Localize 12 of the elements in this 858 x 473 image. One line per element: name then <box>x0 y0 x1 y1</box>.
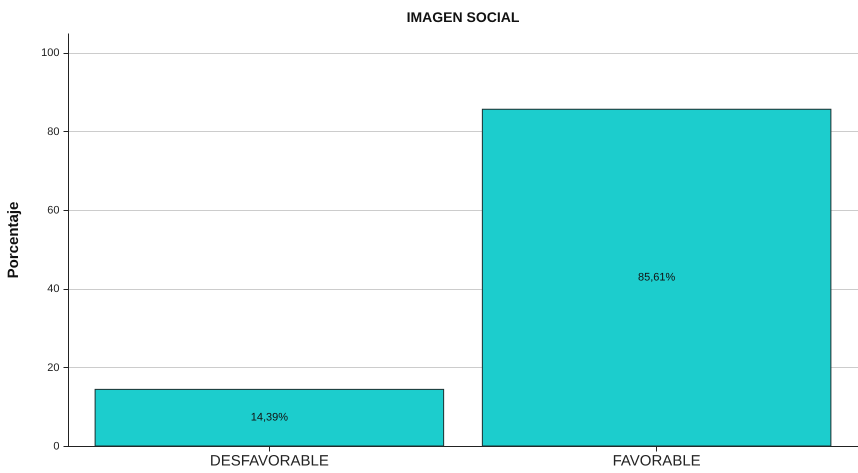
data-label: 14,39% <box>250 412 288 424</box>
y-tick-label: 60 <box>47 204 60 216</box>
y-tick-label: 40 <box>47 283 60 296</box>
y-tick-label: 20 <box>47 362 60 374</box>
data-label: 85,61% <box>638 272 676 284</box>
chart-title: IMAGEN SOCIAL <box>406 9 520 25</box>
y-tick-label: 100 <box>41 47 60 60</box>
x-tick-label: DESFAVORABLE <box>210 452 329 470</box>
x-tick-label: FAVORABLE <box>612 452 701 470</box>
y-axis-title: Porcentaje <box>5 202 22 278</box>
y-tick-label: 0 <box>53 440 60 452</box>
y-tick-label: 80 <box>47 126 60 138</box>
